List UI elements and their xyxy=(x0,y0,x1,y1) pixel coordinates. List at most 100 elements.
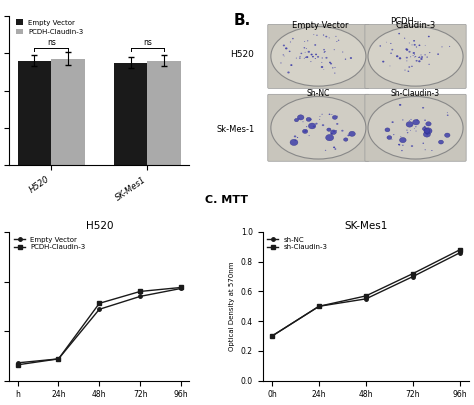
Ellipse shape xyxy=(424,54,426,55)
Ellipse shape xyxy=(407,132,409,133)
Ellipse shape xyxy=(411,145,413,147)
Ellipse shape xyxy=(304,58,305,59)
Ellipse shape xyxy=(411,125,412,126)
Ellipse shape xyxy=(398,33,400,34)
Ellipse shape xyxy=(447,115,448,116)
Ellipse shape xyxy=(334,49,335,50)
Ellipse shape xyxy=(296,58,297,59)
Ellipse shape xyxy=(306,56,308,58)
Ellipse shape xyxy=(324,51,326,52)
Ellipse shape xyxy=(306,126,307,127)
Ellipse shape xyxy=(342,51,343,53)
Ellipse shape xyxy=(333,131,335,132)
Ellipse shape xyxy=(406,57,408,58)
Ellipse shape xyxy=(317,56,319,58)
Ellipse shape xyxy=(294,135,296,137)
Ellipse shape xyxy=(416,130,417,132)
Ellipse shape xyxy=(386,42,387,43)
Ellipse shape xyxy=(427,56,428,58)
Ellipse shape xyxy=(330,130,337,134)
Text: Sk-Mes-1: Sk-Mes-1 xyxy=(216,125,255,134)
Ellipse shape xyxy=(418,57,419,58)
Ellipse shape xyxy=(402,145,404,146)
Ellipse shape xyxy=(368,27,463,86)
Ellipse shape xyxy=(368,96,463,159)
Ellipse shape xyxy=(334,72,336,74)
Ellipse shape xyxy=(323,49,325,51)
Ellipse shape xyxy=(425,149,426,150)
Ellipse shape xyxy=(314,44,316,46)
Ellipse shape xyxy=(316,34,318,36)
Ellipse shape xyxy=(287,71,290,73)
Ellipse shape xyxy=(387,136,392,139)
Ellipse shape xyxy=(305,130,307,132)
FancyBboxPatch shape xyxy=(365,94,466,161)
Ellipse shape xyxy=(380,45,381,47)
Ellipse shape xyxy=(325,150,326,151)
Ellipse shape xyxy=(315,123,318,125)
Ellipse shape xyxy=(382,61,384,62)
Ellipse shape xyxy=(306,117,311,121)
Ellipse shape xyxy=(313,34,314,35)
Ellipse shape xyxy=(332,67,334,68)
Ellipse shape xyxy=(422,107,424,109)
Ellipse shape xyxy=(297,137,298,138)
Ellipse shape xyxy=(304,41,305,42)
Ellipse shape xyxy=(344,138,348,141)
Ellipse shape xyxy=(408,66,410,68)
Ellipse shape xyxy=(410,130,411,131)
Ellipse shape xyxy=(341,130,344,132)
Ellipse shape xyxy=(402,119,403,121)
Ellipse shape xyxy=(304,131,306,132)
Ellipse shape xyxy=(319,119,320,120)
Ellipse shape xyxy=(305,57,306,58)
Legend: Empty Vector, PCDH-Claudin-3: Empty Vector, PCDH-Claudin-3 xyxy=(13,235,87,252)
Ellipse shape xyxy=(307,40,308,41)
Ellipse shape xyxy=(408,71,409,72)
Ellipse shape xyxy=(426,134,428,135)
Bar xyxy=(147,61,181,165)
Ellipse shape xyxy=(309,119,311,120)
Ellipse shape xyxy=(411,66,413,67)
Ellipse shape xyxy=(393,134,394,135)
Legend: Empty Vector, PCDH-Claudin-3: Empty Vector, PCDH-Claudin-3 xyxy=(13,17,86,38)
Text: Sh-NC: Sh-NC xyxy=(307,89,330,98)
Ellipse shape xyxy=(399,58,401,59)
Ellipse shape xyxy=(331,114,332,115)
Ellipse shape xyxy=(424,119,426,121)
Ellipse shape xyxy=(300,56,301,57)
Ellipse shape xyxy=(424,128,430,133)
Ellipse shape xyxy=(302,129,308,133)
Ellipse shape xyxy=(406,130,408,131)
Ellipse shape xyxy=(426,122,431,126)
Ellipse shape xyxy=(422,143,424,144)
Ellipse shape xyxy=(294,118,299,122)
Ellipse shape xyxy=(406,60,407,61)
Ellipse shape xyxy=(303,131,304,132)
Ellipse shape xyxy=(326,134,334,141)
Ellipse shape xyxy=(324,52,325,53)
Ellipse shape xyxy=(424,126,426,127)
Ellipse shape xyxy=(385,128,390,132)
Ellipse shape xyxy=(410,56,411,57)
Ellipse shape xyxy=(330,63,332,64)
Ellipse shape xyxy=(283,54,284,55)
Ellipse shape xyxy=(428,64,430,65)
Ellipse shape xyxy=(313,126,315,128)
Ellipse shape xyxy=(449,46,450,47)
Text: C. MTT: C. MTT xyxy=(205,195,248,205)
Ellipse shape xyxy=(424,128,432,134)
Ellipse shape xyxy=(390,43,392,44)
Ellipse shape xyxy=(415,126,417,127)
Ellipse shape xyxy=(400,136,401,137)
Ellipse shape xyxy=(392,49,393,51)
Ellipse shape xyxy=(336,36,337,37)
Ellipse shape xyxy=(400,137,406,143)
Ellipse shape xyxy=(419,56,420,58)
Ellipse shape xyxy=(290,139,298,145)
Text: Sh-Claudin-3: Sh-Claudin-3 xyxy=(391,89,440,98)
Ellipse shape xyxy=(297,115,304,120)
Ellipse shape xyxy=(390,53,392,54)
Ellipse shape xyxy=(422,127,427,130)
Ellipse shape xyxy=(305,52,306,53)
